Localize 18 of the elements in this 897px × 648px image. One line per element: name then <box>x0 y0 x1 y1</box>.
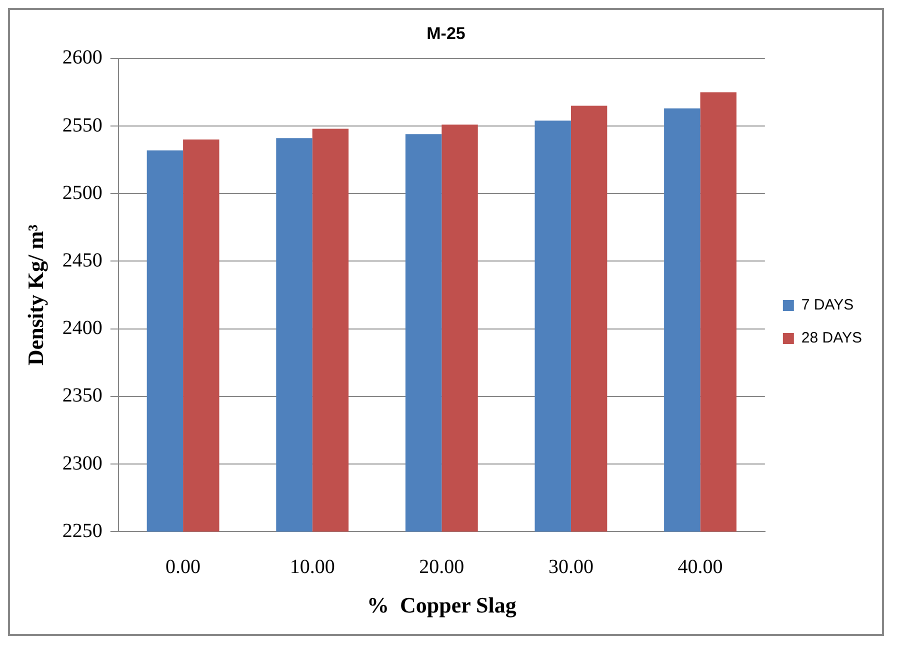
y-tick-label: 2500 <box>62 182 102 204</box>
y-tick-label: 2450 <box>62 249 102 272</box>
legend-label: 7 DAYS <box>801 296 854 314</box>
x-tick-label: 30.00 <box>548 556 594 578</box>
x-axis-title: % Copper Slag <box>366 592 516 618</box>
y-tick-label: 2400 <box>62 317 102 340</box>
y-tick-label: 2350 <box>62 384 102 407</box>
x-tick-label: 20.00 <box>419 556 464 578</box>
chart-title: M-25 <box>426 24 466 43</box>
y-axis-title: Density Kg/ m³ <box>22 224 48 366</box>
y-tick-label: 2600 <box>62 46 102 69</box>
x-tick-label: 10.00 <box>290 556 335 578</box>
legend-label: 28 DAYS <box>801 330 862 347</box>
y-tick-label: 2250 <box>62 520 102 542</box>
x-tick-label: 0.00 <box>166 556 201 578</box>
y-tick-label: 2300 <box>62 452 102 474</box>
y-tick-label: 2550 <box>62 114 102 136</box>
x-tick-label: 40.00 <box>678 556 723 578</box>
